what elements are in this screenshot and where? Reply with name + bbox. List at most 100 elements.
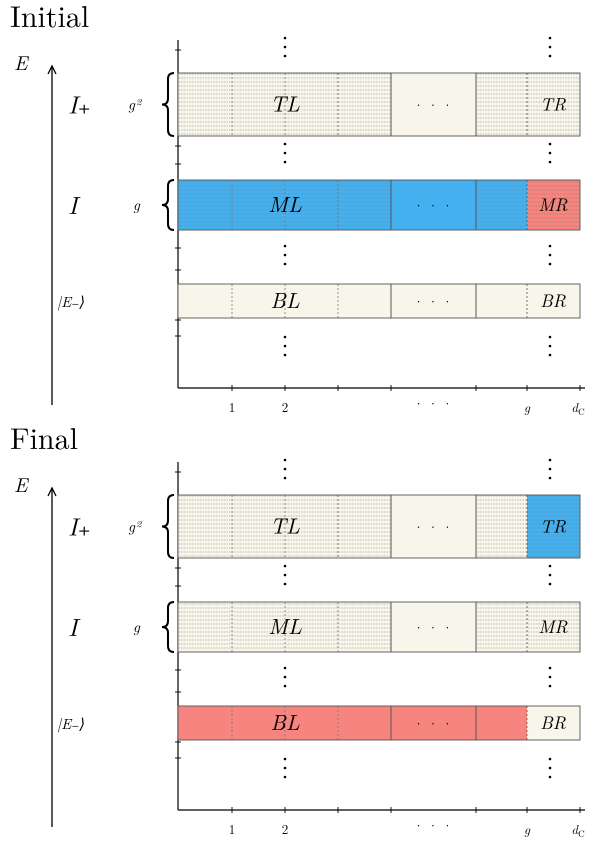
- vdots-dot: [283, 262, 287, 266]
- energy-axis-label: E: [14, 469, 29, 498]
- row-multiplicity: g²: [128, 94, 142, 115]
- vdots-dot: [548, 253, 552, 257]
- cell-hatch: [338, 73, 391, 136]
- left-brace: [161, 601, 175, 653]
- block-label-right: BR: [540, 288, 567, 313]
- row-label: |E₋⟩: [57, 291, 85, 312]
- vdots-dot: [283, 573, 287, 577]
- block-label-left: BL: [270, 706, 299, 737]
- cell-hatch: [178, 495, 232, 558]
- row-tl: TL · · · TR I₊ g²: [68, 494, 581, 559]
- vdots-dot: [283, 757, 287, 761]
- vdots-dot: [548, 666, 552, 670]
- vdots-dot: [548, 151, 552, 155]
- vdots-dot: [283, 476, 287, 480]
- vdots-dot: [548, 684, 552, 688]
- cell-hatch: [476, 495, 527, 558]
- x-tick-label-2: 2: [282, 397, 289, 416]
- vdots-dot: [283, 666, 287, 670]
- vdots-dot: [283, 253, 287, 257]
- block-outline: [475, 72, 581, 137]
- cell: [285, 284, 338, 318]
- vdots-dot: [548, 564, 552, 568]
- row-ml: ML · · · MR I g: [68, 601, 581, 653]
- block-label-ellipsis: · · ·: [413, 517, 452, 536]
- vdots-dot: [548, 344, 552, 348]
- row-label: |E₋⟩: [57, 713, 85, 734]
- block-label-left: ML: [268, 610, 302, 641]
- vdots-dot: [283, 775, 287, 779]
- block-label-left: TL: [270, 510, 300, 541]
- block-label-left: BL: [270, 284, 299, 315]
- x-tick-label-dc-sub: C: [578, 405, 585, 418]
- x-tick-label-ellipsis: · · ·: [413, 393, 452, 412]
- cell-hatch: [527, 180, 580, 230]
- cell: [391, 495, 476, 558]
- cell-hatch: [476, 602, 527, 652]
- block-label-ellipsis: · · ·: [413, 195, 452, 214]
- row-multiplicity: g²: [128, 516, 142, 537]
- vdots-dot: [548, 467, 552, 471]
- row-bl: BL · · · BR |E₋⟩: [57, 705, 581, 741]
- vdots-dot: [548, 766, 552, 770]
- cell: [476, 706, 527, 740]
- cell: [338, 284, 391, 318]
- vdots-dot: [283, 467, 287, 471]
- cell-hatch: [338, 602, 391, 652]
- vdots-dot: [548, 476, 552, 480]
- row-label: I₊: [68, 87, 91, 122]
- cell: [232, 284, 285, 318]
- cell-hatch: [232, 73, 285, 136]
- cell: [527, 706, 580, 740]
- row-tl: TL · · · TR I₊ g²: [68, 72, 581, 137]
- cell: [391, 180, 476, 230]
- block-label-ellipsis: · · ·: [413, 291, 452, 310]
- vdots-dot: [548, 36, 552, 40]
- block-label-right: BR: [540, 710, 567, 735]
- block-label-right: MR: [538, 192, 568, 217]
- cell: [391, 284, 476, 318]
- vdots-dot: [283, 160, 287, 164]
- vdots-dot: [283, 582, 287, 586]
- cell-hatch: [527, 73, 580, 136]
- vdots-dot: [283, 142, 287, 146]
- row-label: I: [68, 187, 81, 222]
- block-outline: [475, 494, 581, 559]
- vdots-dot: [548, 775, 552, 779]
- left-brace: [161, 72, 175, 137]
- cell: [232, 706, 285, 740]
- block-outline: [475, 179, 581, 231]
- cell-hatch: [232, 495, 285, 558]
- vdots-dot: [283, 458, 287, 462]
- vdots-dot: [548, 757, 552, 761]
- row-label: I₊: [68, 509, 91, 544]
- x-tick-label-2: 2: [282, 819, 289, 838]
- vdots-dot: [548, 54, 552, 58]
- cell: [391, 73, 476, 136]
- vdots-dot: [283, 344, 287, 348]
- vdots-dot: [548, 353, 552, 357]
- cell: [391, 602, 476, 652]
- vdots-dot: [283, 335, 287, 339]
- x-tick-label-dc: dC: [571, 819, 584, 840]
- x-tick-label-1: 1: [229, 397, 236, 416]
- cell-hatch: [178, 180, 232, 230]
- vdots-dot: [283, 54, 287, 58]
- cell-hatch: [285, 73, 338, 136]
- cell-hatch: [527, 602, 580, 652]
- cell-hatch: [232, 602, 285, 652]
- vdots-dot: [548, 458, 552, 462]
- block-label-ellipsis: · · ·: [413, 95, 452, 114]
- row-label: I: [68, 609, 81, 644]
- cell-hatch: [476, 180, 527, 230]
- cell-hatch: [178, 73, 232, 136]
- block-label-right: TR: [540, 514, 567, 539]
- block-label-ellipsis: · · ·: [413, 713, 452, 732]
- cell-hatch: [338, 495, 391, 558]
- energy-axis-label: E: [14, 47, 29, 76]
- cell: [178, 284, 232, 318]
- cell-hatch: [178, 602, 232, 652]
- x-tick-label-g: g: [524, 819, 531, 838]
- vdots-dot: [283, 564, 287, 568]
